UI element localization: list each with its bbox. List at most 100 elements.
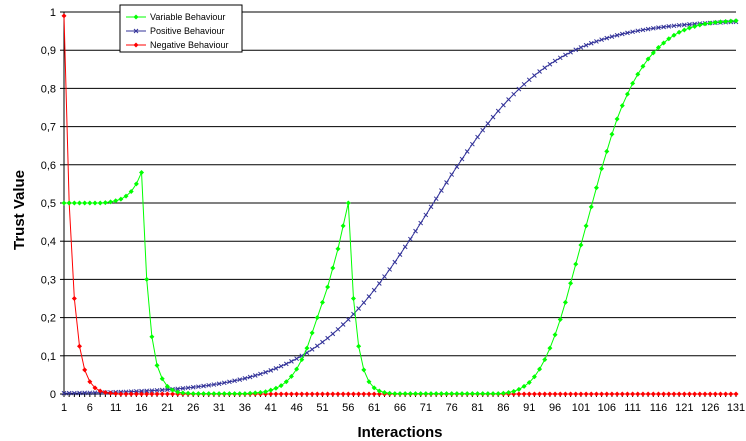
data-point-variable-behaviour <box>97 200 103 206</box>
data-point-variable-behaviour <box>366 379 372 385</box>
x-tick-label: 61 <box>368 402 380 414</box>
data-point-negative-behaviour <box>149 391 155 397</box>
data-point-variable-behaviour <box>630 80 636 86</box>
data-point-positive-behaviour <box>340 322 346 327</box>
data-point-positive-behaviour <box>619 31 625 37</box>
data-point-negative-behaviour <box>655 391 661 397</box>
data-point-variable-behaviour <box>666 36 672 42</box>
data-point-negative-behaviour <box>164 391 170 397</box>
data-point-variable-behaviour <box>237 391 243 397</box>
data-point-variable-behaviour <box>170 387 176 393</box>
data-point-positive-behaviour <box>459 156 465 162</box>
data-point-negative-behaviour <box>283 391 289 397</box>
data-point-positive-behaviour <box>382 274 387 279</box>
data-point-positive-behaviour <box>227 379 232 385</box>
data-point-positive-behaviour <box>532 73 537 78</box>
data-point-positive-behaviour <box>237 377 243 382</box>
data-point-negative-behaviour <box>650 391 656 397</box>
data-point-negative-behaviour <box>376 391 382 397</box>
data-point-positive-behaviour <box>599 37 604 43</box>
data-point-positive-behaviour <box>180 385 186 391</box>
data-point-positive-behaviour <box>289 359 294 364</box>
x-tick-label: 91 <box>523 402 535 414</box>
x-tick-label: 111 <box>624 402 641 414</box>
data-point-variable-behaviour <box>263 389 269 395</box>
data-point-negative-behaviour <box>340 391 346 397</box>
data-point-variable-behaviour <box>87 200 93 206</box>
data-point-positive-behaviour <box>609 34 615 40</box>
data-point-variable-behaviour <box>655 45 661 51</box>
data-point-negative-behaviour <box>268 391 274 397</box>
data-point-variable-behaviour <box>350 296 356 301</box>
data-point-positive-behaviour <box>320 339 325 345</box>
data-point-variable-behaviour <box>619 103 625 109</box>
data-point-positive-behaviour <box>211 382 217 387</box>
data-point-positive-behaviour <box>402 244 408 250</box>
data-point-negative-behaviour <box>154 391 160 397</box>
data-point-negative-behaviour <box>325 391 331 397</box>
data-point-positive-behaviour <box>625 30 630 36</box>
data-point-variable-behaviour <box>475 391 481 397</box>
data-point-negative-behaviour <box>170 391 176 397</box>
legend: Variable Behaviour Positive Behaviour Nega… <box>119 4 243 53</box>
data-point-variable-behaviour <box>154 362 160 368</box>
series-variable-behaviour <box>61 18 739 397</box>
data-point-positive-behaviour <box>650 25 656 31</box>
x-tick-label: 16 <box>135 402 147 414</box>
data-point-positive-behaviour <box>149 388 155 393</box>
legend-label: Variable Behaviour <box>150 12 225 22</box>
data-point-variable-behaviour <box>728 18 734 24</box>
data-point-variable-behaviour <box>61 200 67 206</box>
legend-box <box>119 4 243 53</box>
data-point-variable-behaviour <box>278 383 284 389</box>
x-tick-label: 31 <box>213 402 225 414</box>
data-point-positive-behaviour <box>542 65 548 71</box>
data-point-variable-behaviour <box>599 166 605 172</box>
data-point-positive-behaviour <box>480 127 486 133</box>
legend-label: Negative Behaviour <box>150 40 229 50</box>
data-point-variable-behaviour <box>108 199 114 205</box>
data-point-negative-behaviour <box>619 391 625 397</box>
data-point-positive-behaviour <box>656 25 661 30</box>
data-point-variable-behaviour <box>257 389 263 395</box>
data-point-positive-behaviour <box>206 382 212 388</box>
data-point-variable-behaviour <box>671 32 677 38</box>
legend-label: Positive Behaviour <box>150 26 225 36</box>
data-point-positive-behaviour <box>428 204 434 210</box>
x-tick-label: 101 <box>572 402 590 414</box>
data-point-positive-behaviour <box>87 390 93 396</box>
data-point-negative-behaviour <box>350 391 356 397</box>
data-point-positive-behaviour <box>444 180 449 185</box>
data-point-positive-behaviour <box>335 326 341 332</box>
data-point-variable-behaviour <box>495 391 501 397</box>
data-point-variable-behaviour <box>418 391 424 397</box>
data-point-positive-behaviour <box>242 375 248 381</box>
data-point-positive-behaviour <box>397 252 403 257</box>
data-point-negative-behaviour <box>516 391 522 397</box>
data-point-variable-behaviour <box>485 391 491 397</box>
data-point-variable-behaviour <box>164 383 170 389</box>
data-point-positive-behaviour <box>464 149 470 154</box>
data-point-positive-behaviour <box>635 28 641 34</box>
data-point-variable-behaviour <box>335 246 341 252</box>
data-point-variable-behaviour <box>686 25 692 31</box>
data-point-positive-behaviour <box>614 32 620 38</box>
data-point-variable-behaviour <box>500 390 506 396</box>
data-point-positive-behaviour <box>521 81 527 87</box>
data-point-negative-behaviour <box>304 391 310 397</box>
data-point-variable-behaviour <box>547 345 553 351</box>
x-tick-label: 116 <box>650 402 668 414</box>
data-point-negative-behaviour <box>526 391 532 397</box>
data-point-negative-behaviour <box>635 391 641 397</box>
data-point-positive-behaviour <box>134 389 139 394</box>
data-point-positive-behaviour <box>159 387 165 393</box>
data-point-negative-behaviour <box>681 391 687 397</box>
data-point-negative-behaviour <box>661 391 667 397</box>
data-point-positive-behaviour <box>676 22 682 28</box>
data-point-negative-behaviour <box>593 391 599 397</box>
legend-swatch-marker <box>133 14 139 20</box>
y-tick-label: 0,4 <box>41 236 56 248</box>
data-point-negative-behaviour <box>61 13 67 19</box>
data-point-positive-behaviour <box>485 121 491 126</box>
data-point-positive-behaviour <box>258 371 263 377</box>
